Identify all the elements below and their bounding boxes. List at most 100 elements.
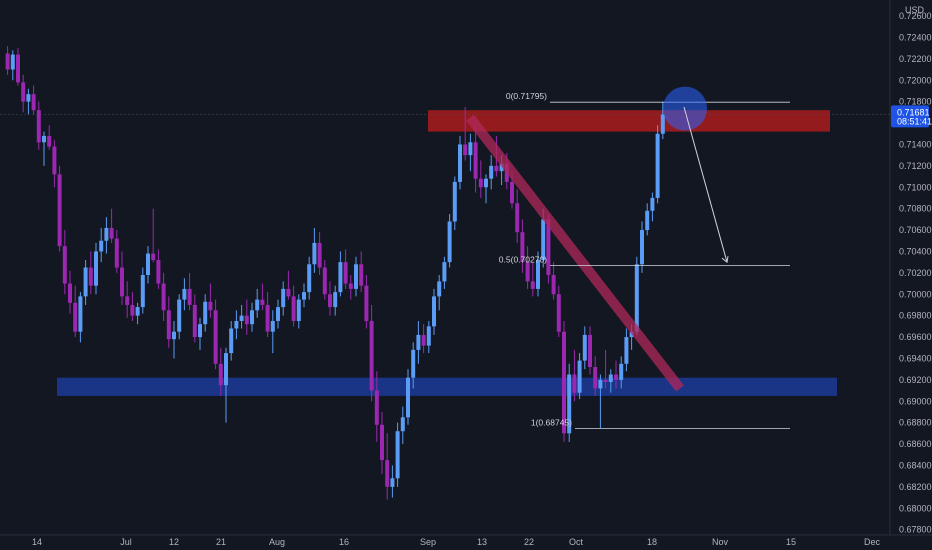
candle-body: [255, 299, 260, 311]
resistance-zone: [428, 110, 830, 132]
candle-body: [655, 133, 660, 198]
candle-body: [515, 203, 520, 233]
candle-body: [634, 264, 639, 332]
time-tick-label: 18: [647, 537, 657, 547]
candle-body: [421, 334, 426, 346]
candle-body: [374, 390, 379, 425]
candle-body: [109, 227, 114, 239]
candle-body: [229, 328, 234, 354]
price-tick-label: 0.68200: [899, 482, 932, 492]
candle-body: [161, 283, 166, 311]
candle-body: [624, 337, 629, 364]
candle-body: [494, 165, 499, 172]
candle-body: [614, 374, 618, 380]
candle-body: [5, 53, 10, 70]
candle-body: [296, 299, 301, 321]
candle-body: [182, 288, 187, 300]
candle-body: [577, 360, 582, 393]
price-tick-label: 0.69600: [899, 332, 932, 342]
candle-body: [463, 144, 468, 156]
candle-body: [307, 264, 312, 293]
candle-body: [276, 307, 280, 321]
candle-body: [447, 221, 452, 263]
last-price-value: 0.71681: [897, 107, 930, 117]
time-tick-label: 14: [32, 537, 42, 547]
candle-body: [78, 296, 83, 332]
candle-body: [120, 267, 124, 297]
price-axis[interactable]: 0.72600 0.72400 0.72200 0.72000 0.71800 0.714…: [899, 11, 932, 535]
candle-body: [603, 379, 608, 382]
candle-body: [619, 363, 624, 380]
candle-body: [146, 253, 150, 275]
candle-body: [151, 253, 156, 261]
time-tick-label: 13: [477, 537, 487, 547]
candle-body: [437, 281, 442, 297]
candle-body: [629, 331, 634, 338]
time-tick-label: Oct: [569, 537, 584, 547]
candle-body: [224, 353, 228, 386]
candle-body: [338, 262, 343, 293]
time-tick-label: 15: [786, 537, 796, 547]
candle-body: [645, 210, 650, 231]
candle-body: [369, 321, 374, 391]
price-tick-label: 0.72600: [899, 11, 932, 21]
candle-body: [286, 288, 291, 297]
price-tick-label: 0.71800: [899, 97, 932, 107]
candle-body: [562, 331, 566, 434]
candle-body: [551, 274, 556, 295]
candle-body: [411, 349, 416, 378]
price-tick-label: 0.68600: [899, 439, 932, 449]
candle-body: [567, 374, 572, 434]
candle-body: [203, 301, 208, 325]
candle-body: [322, 267, 327, 295]
candle-body: [510, 181, 514, 204]
candle-body: [177, 299, 182, 332]
candle-body: [42, 135, 46, 143]
candle-body: [302, 292, 306, 300]
candle-body: [281, 288, 286, 308]
candle-body: [156, 260, 161, 284]
candle-body: [88, 267, 93, 286]
countdown-timer: 08:51:41: [897, 116, 932, 126]
candle-body: [458, 144, 462, 182]
support-zone: [57, 377, 837, 396]
candle-body: [406, 377, 410, 418]
candle-body: [10, 54, 15, 70]
candle-body: [68, 283, 72, 303]
candle-body: [312, 242, 317, 265]
candle-body: [484, 178, 488, 188]
fib-level-label: 1(0.68745): [531, 418, 572, 428]
fib-level-label: 0(0.71795): [506, 91, 547, 101]
candle-body: [16, 54, 20, 83]
candle-body: [385, 460, 390, 487]
candle-body: [426, 326, 431, 346]
candle-body: [416, 334, 421, 350]
candle-body: [99, 240, 104, 252]
price-tick-label: 0.71200: [899, 161, 932, 171]
time-tick-label: Nov: [712, 537, 729, 547]
candle-body: [140, 274, 145, 308]
candle-body: [530, 281, 535, 289]
candle-body: [354, 264, 358, 289]
time-axis[interactable]: 14 Jul 12 21 Aug 16 Sep 13 22 Oct 18 Nov 15 Dec: [32, 537, 881, 547]
candle-body: [343, 262, 348, 284]
highlight-circle: [663, 86, 707, 131]
time-tick-label: Aug: [269, 537, 285, 547]
candle-body: [608, 374, 613, 382]
price-tick-label: 0.71000: [899, 182, 932, 192]
candle-body: [359, 264, 364, 286]
candle-body: [582, 334, 587, 361]
candle-body: [135, 307, 140, 316]
candle-body: [244, 315, 249, 325]
candle-body: [380, 424, 384, 461]
price-tick-label: 0.70400: [899, 246, 932, 256]
currency-label: USD: [905, 5, 925, 15]
candle-body: [187, 288, 192, 305]
candle-body: [192, 304, 197, 338]
candle-body: [660, 114, 665, 134]
price-tick-label: 0.72000: [899, 75, 932, 85]
candle-body: [213, 310, 218, 364]
candle-body: [265, 304, 270, 332]
